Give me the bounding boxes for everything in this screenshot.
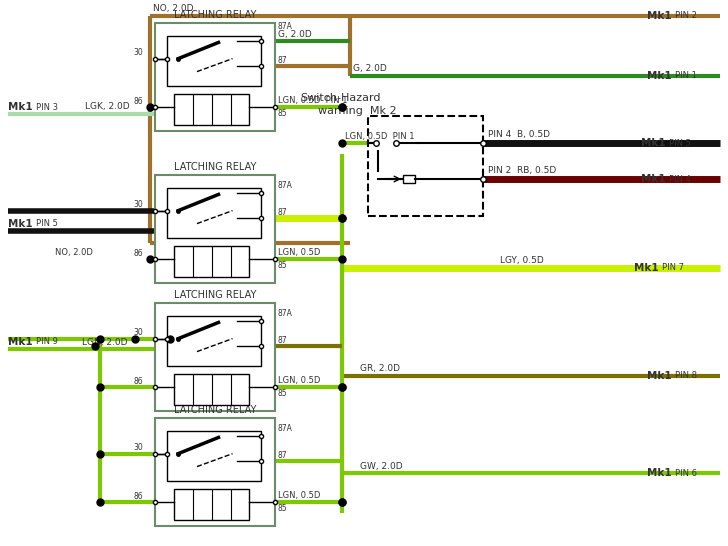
Text: Mk1: Mk1 <box>641 138 665 148</box>
Text: 85: 85 <box>277 389 287 397</box>
Text: PIN 9: PIN 9 <box>36 337 58 347</box>
Text: 85: 85 <box>277 504 287 513</box>
Text: LATCHING RELAY: LATCHING RELAY <box>174 10 256 20</box>
Text: G, 2.0D: G, 2.0D <box>353 64 387 74</box>
Text: 30: 30 <box>133 48 143 57</box>
Text: LGN, 0.5D  PIN 1: LGN, 0.5D PIN 1 <box>345 132 414 140</box>
Text: PIN 2  RB, 0.5D: PIN 2 RB, 0.5D <box>488 167 556 175</box>
Bar <box>167 431 261 480</box>
Text: Switch-Hazard: Switch-Hazard <box>300 93 381 103</box>
Text: GW, 2.0D: GW, 2.0D <box>360 461 403 471</box>
Text: LGN, 2.0D: LGN, 2.0D <box>82 337 127 347</box>
Bar <box>175 246 250 276</box>
Bar <box>155 303 275 411</box>
Text: NO, 2.0D: NO, 2.0D <box>153 4 194 14</box>
Text: LGY, 0.5D: LGY, 0.5D <box>500 257 544 265</box>
Text: 87: 87 <box>277 207 287 217</box>
Text: LGN, 0.5D: LGN, 0.5D <box>278 376 320 385</box>
Text: LATCHING RELAY: LATCHING RELAY <box>174 162 256 172</box>
Bar <box>167 188 261 238</box>
Bar <box>368 116 483 216</box>
Text: Mk1: Mk1 <box>8 102 33 112</box>
Bar <box>167 36 261 86</box>
Bar <box>175 489 250 520</box>
Text: Mk1: Mk1 <box>647 468 672 478</box>
Text: PIN 4: PIN 4 <box>669 175 691 183</box>
Text: PIN 2: PIN 2 <box>675 11 697 21</box>
Bar <box>175 94 250 124</box>
Bar <box>403 175 415 183</box>
Text: LATCHING RELAY: LATCHING RELAY <box>174 290 256 300</box>
Text: PIN 8: PIN 8 <box>675 371 697 381</box>
Text: 87A: 87A <box>277 22 292 31</box>
Text: Mk1: Mk1 <box>647 71 672 81</box>
Text: Mk1: Mk1 <box>634 263 659 273</box>
Text: 86: 86 <box>133 97 143 106</box>
Text: PIN 1: PIN 1 <box>675 72 697 80</box>
Text: NO, 2.0D: NO, 2.0D <box>55 248 93 257</box>
Text: PIN 5: PIN 5 <box>669 139 691 147</box>
Text: LATCHING RELAY: LATCHING RELAY <box>174 405 256 415</box>
Bar <box>175 374 250 405</box>
Text: 87: 87 <box>277 336 287 345</box>
Text: PIN 7: PIN 7 <box>662 264 684 272</box>
Text: 86: 86 <box>133 492 143 501</box>
Text: 87A: 87A <box>277 181 292 190</box>
Text: 86: 86 <box>133 249 143 258</box>
Text: 85: 85 <box>277 261 287 270</box>
Text: 86: 86 <box>133 377 143 385</box>
Text: Mk1: Mk1 <box>647 11 672 21</box>
Text: 87: 87 <box>277 450 287 460</box>
Text: 30: 30 <box>133 200 143 209</box>
Text: PIN 3: PIN 3 <box>36 103 58 111</box>
Text: 87A: 87A <box>277 309 292 318</box>
Text: PIN 5: PIN 5 <box>36 219 58 228</box>
Text: 87A: 87A <box>277 424 292 433</box>
Text: 85: 85 <box>277 109 287 118</box>
Bar <box>167 316 261 366</box>
Bar <box>155 418 275 526</box>
Text: Mk1: Mk1 <box>8 337 33 347</box>
Text: 30: 30 <box>133 328 143 337</box>
Text: GR, 2.0D: GR, 2.0D <box>360 365 400 373</box>
Text: 87: 87 <box>277 56 287 64</box>
Text: Mk1: Mk1 <box>8 219 33 229</box>
Text: PIN 6: PIN 6 <box>675 468 697 478</box>
Text: LGK, 2.0D: LGK, 2.0D <box>85 103 130 111</box>
Text: G, 2.0D: G, 2.0D <box>278 30 312 39</box>
Text: LGN, 0.5D: LGN, 0.5D <box>278 248 320 257</box>
Text: Mk1: Mk1 <box>647 371 672 381</box>
Text: Mk1: Mk1 <box>641 174 665 184</box>
Text: LGN, 0.5D: LGN, 0.5D <box>278 491 320 500</box>
Bar <box>155 23 275 131</box>
Text: 30: 30 <box>133 443 143 452</box>
Text: LGN, 0.5D  PIN 1: LGN, 0.5D PIN 1 <box>278 96 347 105</box>
Text: PIN 4  B, 0.5D: PIN 4 B, 0.5D <box>488 130 550 139</box>
Text: warning  Mk 2: warning Mk 2 <box>318 106 397 116</box>
Bar <box>155 175 275 283</box>
